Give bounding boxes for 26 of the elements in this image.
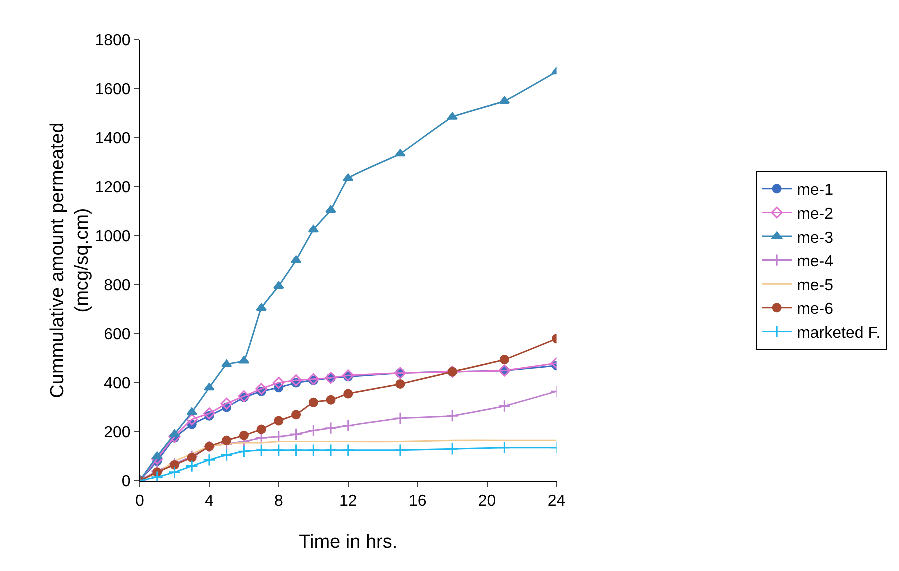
y-tick-label: 1600 — [95, 82, 131, 99]
legend-label: me-2 — [797, 206, 834, 223]
legend-label: me-3 — [797, 230, 834, 247]
y-tick-label: 0 — [122, 474, 131, 491]
legend-label: me-6 — [797, 301, 834, 318]
x-tick-label: 16 — [408, 493, 427, 510]
legend-label: me-4 — [797, 254, 834, 271]
legend-label: marketed F. — [797, 324, 881, 342]
x-tick-label: 24 — [548, 493, 566, 510]
x-tick-label: 0 — [136, 493, 145, 510]
y-tick-label: 1800 — [95, 32, 131, 50]
y-axis-title: Cummulative amount permeated (mcg/sq.cm) — [48, 122, 94, 398]
x-tick-label: 12 — [339, 493, 358, 510]
legend-label: me-1 — [797, 182, 834, 200]
y-tick-label: 1200 — [95, 180, 131, 197]
y-tick-label: 800 — [104, 278, 131, 295]
x-axis-title: Time in hrs. — [299, 532, 398, 553]
y-tick-label: 1400 — [95, 130, 131, 148]
y-tick-label: 1000 — [95, 228, 131, 246]
y-tick-label: 200 — [104, 424, 131, 442]
x-tick-label: 4 — [205, 493, 214, 510]
x-tick-label: 20 — [478, 493, 496, 510]
y-tick-label: 600 — [104, 326, 131, 344]
legend-label: me-5 — [797, 277, 834, 294]
y-tick-label: 400 — [104, 376, 131, 393]
x-tick-label: 8 — [274, 493, 284, 510]
